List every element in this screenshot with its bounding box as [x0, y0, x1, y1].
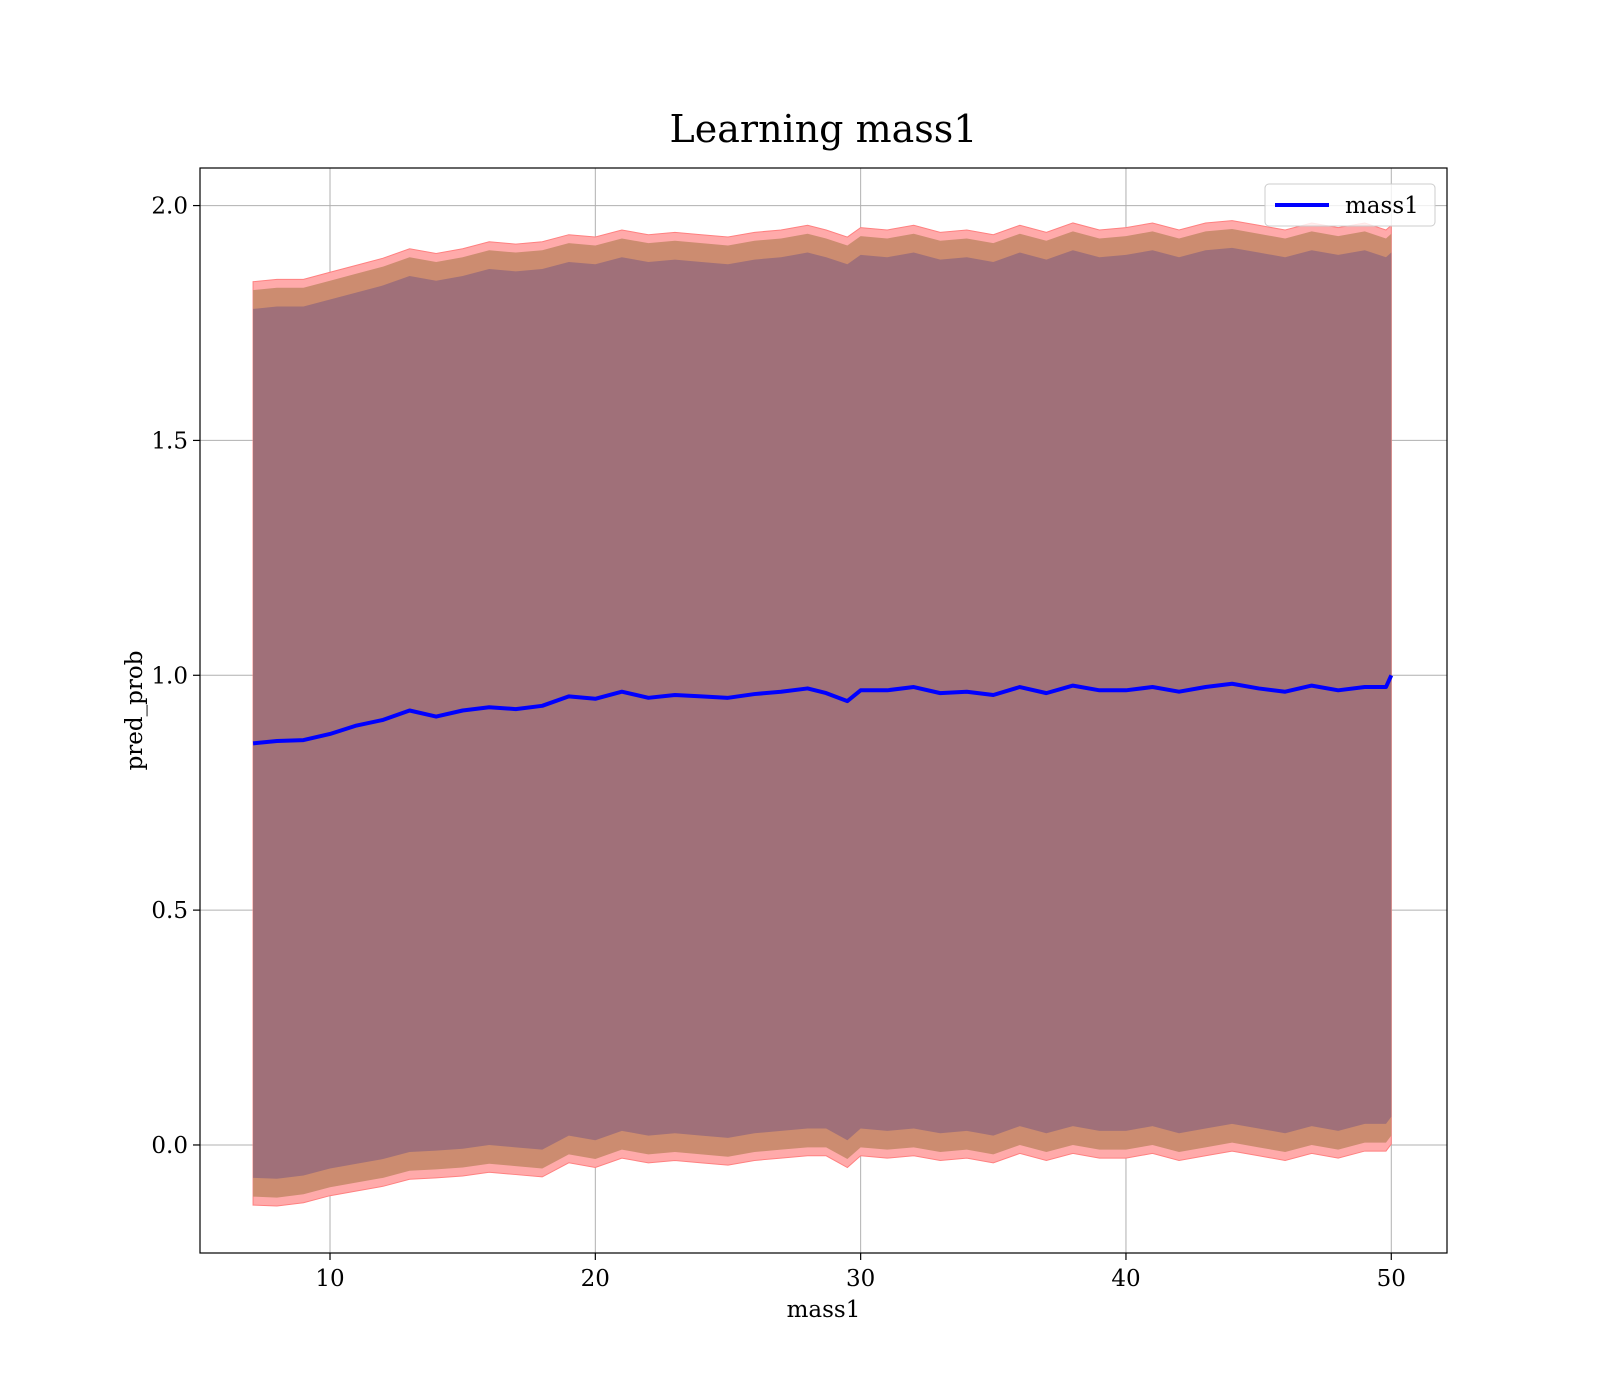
x-tick-label: 50 [1377, 1266, 1406, 1292]
x-tick-label: 30 [846, 1266, 875, 1292]
band-inner [253, 247, 1392, 1179]
legend: mass1 [1264, 183, 1436, 227]
series-lines [252, 674, 1394, 746]
axis-ticks: 10 20 30 40 50 0.0 0.5 1.0 1.5 2.0 [151, 194, 1406, 1292]
x-tick-label: 10 [315, 1266, 344, 1292]
y-tick-label: 0.5 [151, 898, 188, 924]
x-tick-label: 40 [1111, 1266, 1140, 1292]
chart-title: Learning mass1 [670, 107, 978, 151]
y-tick-label: 0.0 [151, 1133, 188, 1159]
plot-frame [199, 167, 1448, 1254]
y-tick-label: 1.5 [151, 428, 188, 454]
confidence-bands [252, 220, 1392, 1207]
legend-box [1264, 183, 1436, 227]
y-tick-label: 1.0 [151, 663, 188, 689]
y-axis-label: pred_prob [122, 651, 148, 771]
series-line-mass1 [252, 674, 1394, 746]
x-tick-label: 20 [581, 1266, 610, 1292]
legend-label-mass1: mass1 [1345, 193, 1419, 219]
x-axis-label: mass1 [787, 1297, 861, 1323]
y-tick-label: 2.0 [151, 194, 188, 220]
